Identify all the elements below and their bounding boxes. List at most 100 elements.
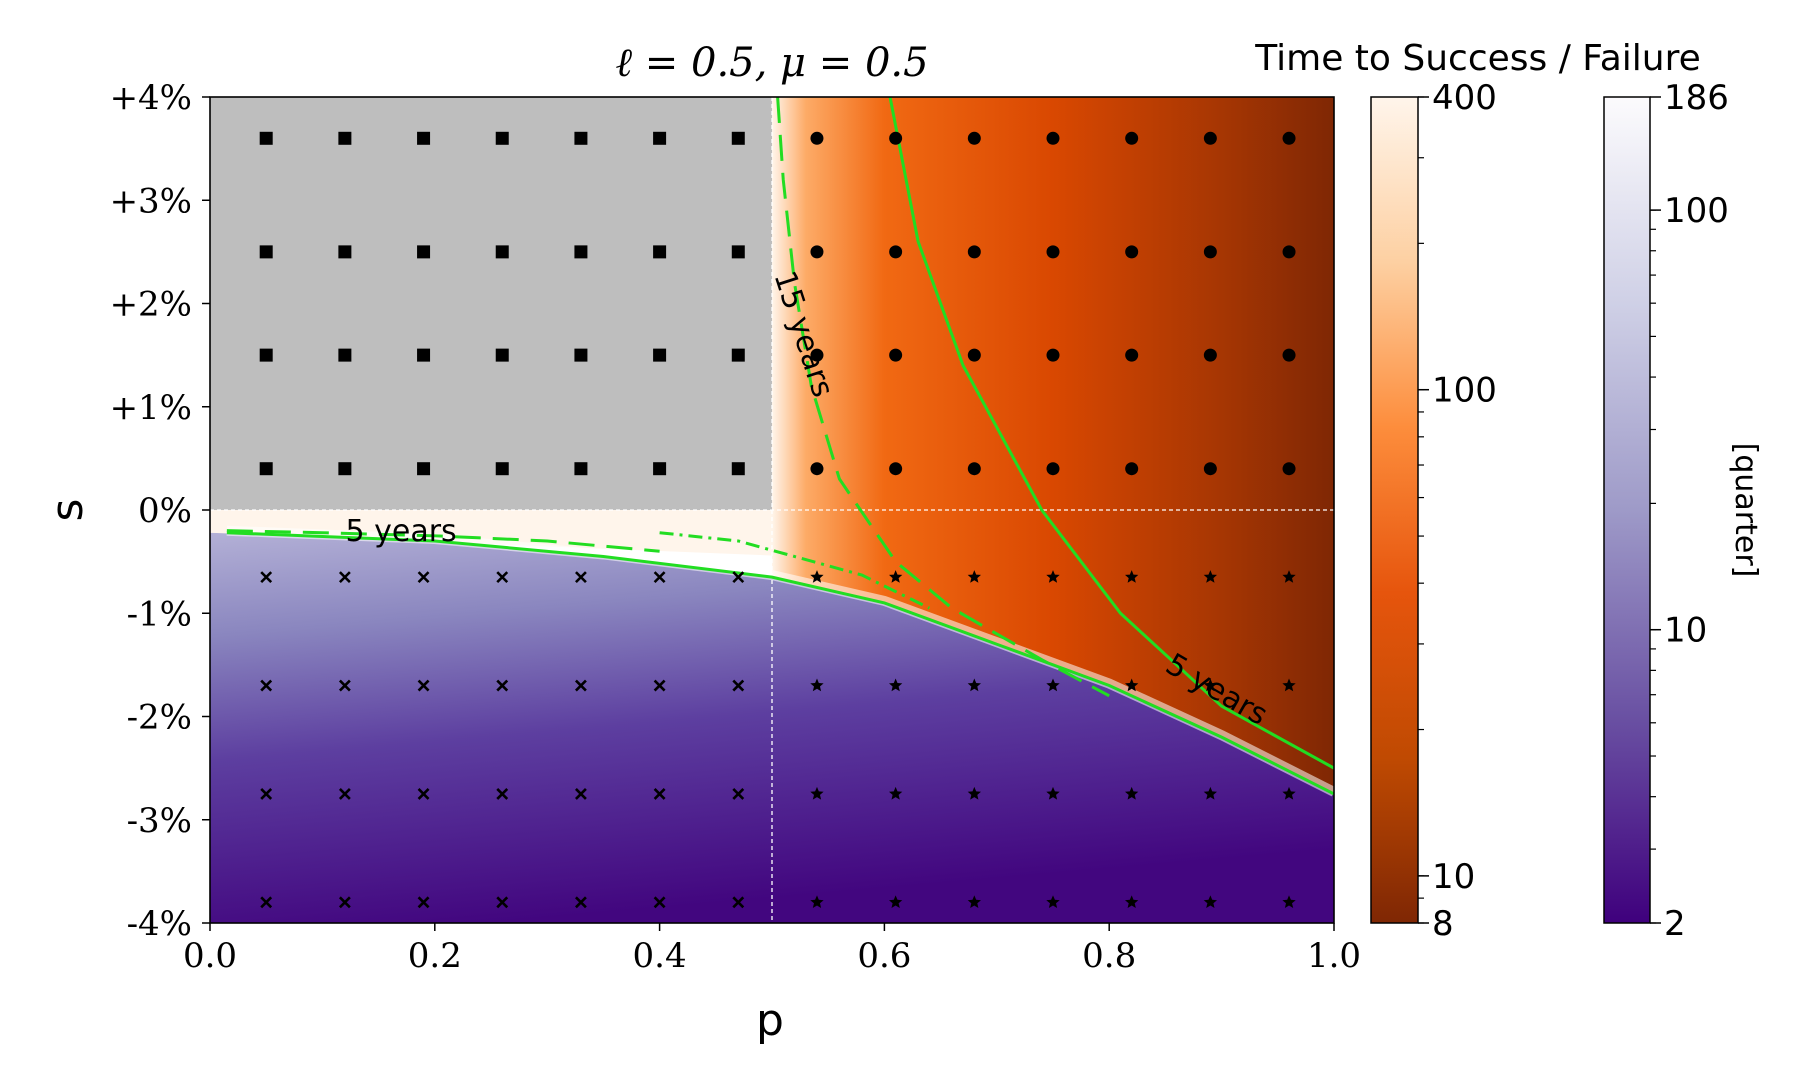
marker-circle xyxy=(1046,245,1060,259)
marker-star xyxy=(1046,786,1060,800)
marker-square xyxy=(417,348,431,362)
marker-circle xyxy=(1125,462,1139,476)
marker-star xyxy=(1203,895,1217,908)
colorbar-tick-label: 2 xyxy=(1664,904,1686,944)
contour-line-2 xyxy=(226,529,660,553)
marker-square xyxy=(574,462,588,476)
marker-x xyxy=(653,896,666,909)
marker-star xyxy=(967,570,981,583)
marker-star xyxy=(1125,570,1139,583)
marker-x xyxy=(653,788,666,800)
marker-x xyxy=(260,679,273,692)
marker-x xyxy=(417,788,430,800)
marker-circle xyxy=(889,462,903,476)
marker-x xyxy=(260,788,273,800)
marker-circle xyxy=(810,245,824,259)
marker-circle xyxy=(889,245,903,259)
marker-circle xyxy=(1282,131,1296,145)
marker-square xyxy=(495,348,509,362)
marker-star xyxy=(1125,678,1139,692)
marker-star xyxy=(1125,895,1139,908)
marker-square xyxy=(495,245,509,259)
colorbar-tick-label: 10 xyxy=(1432,857,1475,897)
marker-x xyxy=(575,679,587,692)
marker-star xyxy=(967,678,981,692)
marker-circle xyxy=(1203,462,1217,476)
colorbar-tick-label: 186 xyxy=(1664,78,1729,118)
marker-x xyxy=(338,788,351,800)
marker-x xyxy=(653,571,666,584)
x-axis-label: p xyxy=(756,995,784,1046)
marker-x xyxy=(732,788,745,800)
marker-square xyxy=(417,245,431,259)
marker-star xyxy=(810,570,824,583)
marker-square xyxy=(338,462,352,476)
marker-star xyxy=(1203,570,1217,583)
colorbar-purple-unit: [quarter] xyxy=(1728,443,1763,578)
marker-square xyxy=(731,245,745,259)
contour-label-5-years-left: 5 years xyxy=(345,514,456,549)
colorbar-tick-label: 100 xyxy=(1432,371,1497,411)
marker-x xyxy=(732,679,745,692)
marker-circle xyxy=(1125,348,1139,362)
contour-line-0 xyxy=(776,97,1110,698)
marker-circle xyxy=(1203,348,1217,362)
marker-x xyxy=(417,571,430,584)
marker-star xyxy=(810,895,824,908)
y-tick-label: -3% xyxy=(127,801,192,841)
colorbar-tick-label: 400 xyxy=(1432,78,1497,118)
marker-x xyxy=(575,788,587,800)
marker-circle xyxy=(967,348,981,362)
marker-circle xyxy=(889,348,903,362)
marker-star xyxy=(889,786,903,800)
y-tick-label: +2% xyxy=(110,285,192,325)
marker-x xyxy=(732,571,745,584)
marker-x xyxy=(653,679,666,692)
marker-square xyxy=(495,131,509,145)
marker-square xyxy=(574,131,588,145)
marker-circle xyxy=(810,462,824,476)
grid-markers xyxy=(259,131,1296,909)
colorbar-tick-label: 100 xyxy=(1664,191,1729,231)
marker-circle xyxy=(810,348,824,362)
marker-circle xyxy=(1046,462,1060,476)
marker-circle xyxy=(1282,348,1296,362)
region-orange xyxy=(772,97,1334,794)
marker-square xyxy=(731,462,745,476)
boundary-glow xyxy=(226,525,1334,797)
marker-circle xyxy=(1282,462,1296,476)
marker-star xyxy=(889,678,903,692)
y-tick-label: +4% xyxy=(110,78,192,118)
y-axis-ticks: +4% +3% +2% +1% 0% -1% -2% -3% -4% xyxy=(110,78,210,944)
marker-circle xyxy=(1203,131,1217,145)
colorbar-orange-title: Time to Success / Failure xyxy=(1254,38,1701,79)
marker-square xyxy=(259,348,273,362)
marker-square xyxy=(417,131,431,145)
marker-x xyxy=(496,788,509,800)
marker-circle xyxy=(1046,131,1060,145)
marker-x xyxy=(575,571,587,584)
marker-x xyxy=(496,571,509,584)
marker-square xyxy=(653,462,667,476)
marker-x xyxy=(575,896,587,909)
marker-star xyxy=(1046,570,1060,583)
marker-circle xyxy=(1282,245,1296,259)
colorbar-orange-ticks: 400 100 10 8 xyxy=(1418,78,1497,944)
colorbar-purple-ticks: 186 100 10 2 xyxy=(1650,78,1729,944)
marker-star xyxy=(1203,786,1217,800)
marker-x xyxy=(417,679,430,692)
marker-star xyxy=(889,570,903,583)
marker-star xyxy=(1125,786,1139,800)
marker-star xyxy=(1046,895,1060,908)
marker-square xyxy=(338,245,352,259)
y-axis-label: s xyxy=(42,499,93,522)
marker-star xyxy=(1282,786,1296,800)
x-tick-label: 0.4 xyxy=(633,936,687,976)
marker-circle xyxy=(1046,348,1060,362)
x-tick-label: 0.6 xyxy=(857,936,911,976)
colorbar-tick-label: 10 xyxy=(1664,611,1707,651)
y-tick-label: -1% xyxy=(127,594,192,634)
marker-star xyxy=(810,678,824,692)
marker-circle xyxy=(1203,245,1217,259)
